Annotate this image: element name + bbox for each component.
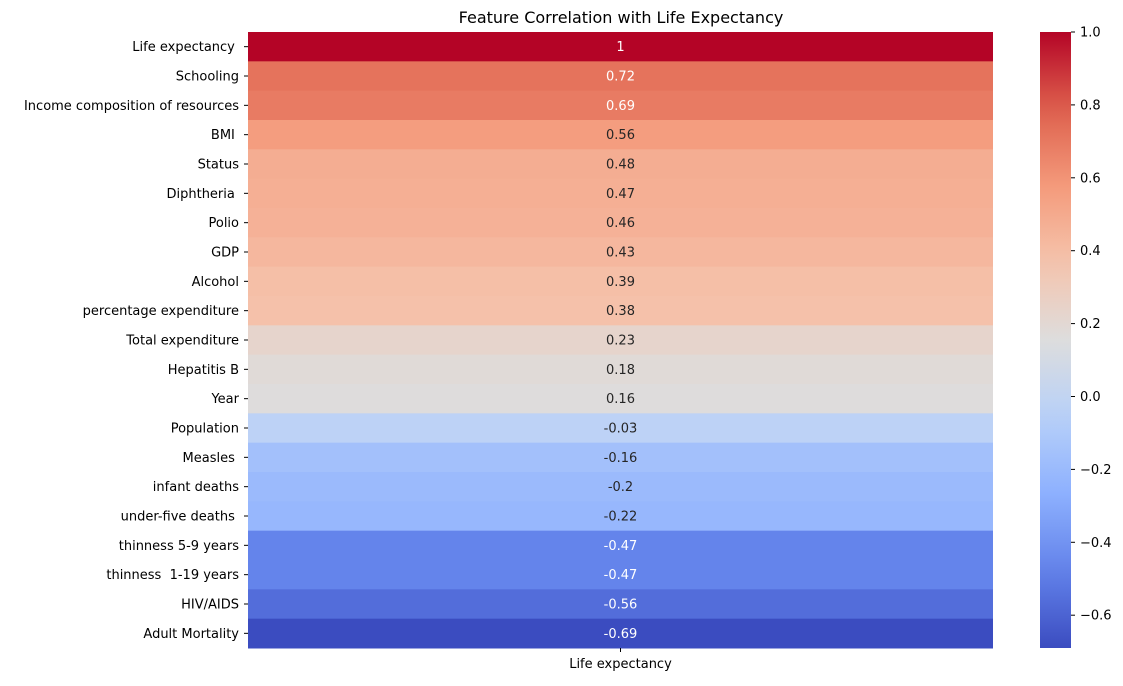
heatmap-cell — [248, 384, 993, 414]
cell-value-label: -0.16 — [604, 451, 638, 466]
y-tick-label: infant deaths — [153, 480, 239, 495]
heatmap-cell — [248, 149, 993, 180]
cell-value-label: -0.03 — [604, 422, 638, 437]
colorbar-tick-label: −0.6 — [1080, 609, 1112, 624]
y-tick-label: Status — [198, 158, 240, 173]
cell-value-label: -0.22 — [604, 510, 638, 525]
cell-value-label: -0.47 — [604, 539, 638, 554]
x-tick-label: Life expectancy — [569, 657, 672, 672]
heatmap-cells — [248, 32, 993, 649]
cell-value-label: 0.48 — [606, 158, 635, 173]
heatmap-cell — [248, 178, 993, 209]
heatmap-cell — [248, 530, 993, 561]
heatmap-cell — [248, 90, 993, 121]
cell-value-label: -0.69 — [604, 627, 638, 642]
cell-value-label: 0.56 — [606, 128, 635, 143]
heatmap-cell — [248, 208, 993, 238]
heatmap-cell — [248, 32, 993, 62]
y-tick-label: under-five deaths — [121, 510, 239, 525]
cell-value-label: 0.47 — [606, 187, 635, 202]
x-axis: Life expectancy — [569, 648, 672, 672]
cell-value-label: -0.56 — [604, 598, 638, 613]
y-tick-label: Diphtheria — [166, 187, 239, 202]
colorbar-tick-label: 0.6 — [1080, 171, 1101, 186]
heatmap-cell — [248, 589, 993, 620]
cell-value-label: 0.18 — [606, 363, 635, 378]
cell-value-label: 0.38 — [606, 304, 635, 319]
colorbar-tick-label: 0.8 — [1080, 98, 1101, 113]
y-tick-label: Total expenditure — [125, 334, 239, 349]
chart-title: Feature Correlation with Life Expectancy — [459, 8, 784, 27]
y-tick-label: HIV/AIDS — [177, 598, 239, 613]
y-tick-label: Population — [171, 422, 239, 437]
y-tick-label: Adult Mortality — [143, 627, 239, 642]
cell-value-label: 0.46 — [606, 216, 635, 231]
y-tick-label: Income composition of resources — [24, 99, 239, 114]
colorbar-tick-label: 0.0 — [1080, 390, 1101, 405]
colorbar: 1.0 0.8 0.6 0.4 0.2 0.0 −0.2 −0.4 −0.6 — [1040, 26, 1112, 648]
heatmap-cell — [248, 618, 993, 649]
heatmap-cell-labels: 1 0.72 0.69 0.56 0.48 0.47 0.46 0.43 0.39 0.38 0.2… — [604, 40, 638, 642]
cell-value-label: -0.47 — [604, 568, 638, 583]
y-tick-label: GDP — [211, 246, 239, 261]
y-tick-label: percentage expenditure — [83, 304, 239, 319]
cell-value-label: 0.43 — [606, 246, 635, 261]
heatmap-cell — [248, 472, 993, 502]
heatmap-cell — [248, 237, 993, 268]
heatmap-cell — [248, 296, 993, 326]
cell-value-label: 0.16 — [606, 392, 635, 407]
cell-value-label: -0.2 — [608, 480, 633, 495]
y-tick-label: Alcohol — [192, 275, 239, 290]
cell-value-label: 0.23 — [606, 334, 635, 349]
colorbar-tick-label: 0.4 — [1080, 244, 1101, 259]
heatmap-cell — [248, 325, 993, 356]
y-tick-label: Polio — [208, 216, 239, 231]
y-tick-label: Measles — [183, 451, 239, 466]
cell-value-label: 0.72 — [606, 70, 635, 85]
y-tick-label: Schooling — [176, 70, 239, 85]
y-tick-label: BMI — [207, 128, 239, 143]
colorbar-tick-label: 0.2 — [1080, 317, 1101, 332]
heatmap-cell — [248, 266, 993, 297]
colorbar-gradient — [1040, 32, 1071, 648]
y-tick-label: Hepatitis B — [168, 363, 239, 378]
colorbar-tick-label: −0.4 — [1080, 536, 1112, 551]
colorbar-tick-label: −0.2 — [1080, 463, 1112, 478]
y-tick-label: Year — [210, 392, 239, 407]
y-axis: Life expectancy Schooling Income composit… — [24, 40, 248, 642]
y-tick-label: Life expectancy — [132, 40, 239, 55]
cell-value-label: 1 — [616, 40, 624, 55]
cell-value-label: 0.69 — [606, 99, 635, 114]
colorbar-tick-label: 1.0 — [1080, 26, 1101, 41]
cell-value-label: 0.39 — [606, 275, 635, 290]
heatmap-cell — [248, 354, 993, 385]
heatmap-cell — [248, 501, 993, 532]
heatmap-cell — [248, 560, 993, 590]
heatmap-cell — [248, 61, 993, 92]
heatmap-cell — [248, 442, 993, 473]
y-tick-label: thinness 5-9 years — [115, 539, 240, 554]
heatmap-cell — [248, 413, 993, 444]
y-tick-label: thinness 1-19 years — [102, 568, 239, 583]
heatmap-cell — [248, 120, 993, 150]
